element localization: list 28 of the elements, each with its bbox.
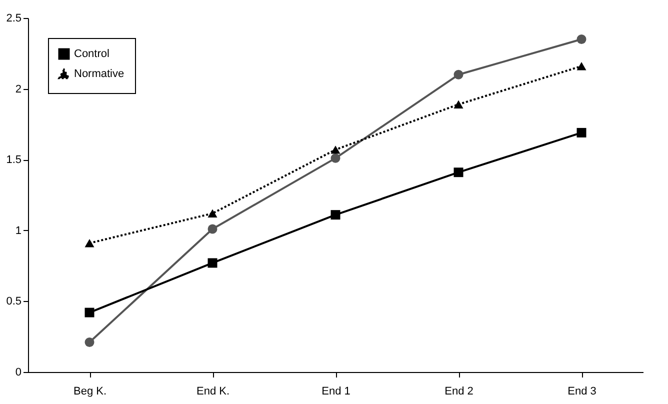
point	[454, 70, 464, 80]
point	[84, 308, 94, 318]
point	[576, 34, 586, 44]
point	[208, 224, 218, 234]
y-tick-label: 1.5	[6, 154, 22, 166]
y-tick-label: 0.5	[6, 296, 22, 308]
point	[330, 153, 340, 163]
point	[330, 146, 340, 154]
x-tick-label: Beg K.	[73, 386, 107, 398]
point	[208, 209, 218, 218]
x-tick-label: End 2	[444, 386, 474, 398]
y-tick-label: 2	[15, 83, 22, 96]
x-tick-label: End K.	[196, 386, 230, 398]
x-tick-label: End 3	[568, 386, 596, 398]
point	[576, 62, 586, 70]
y-tick-label: 1	[15, 224, 22, 237]
x-tick-label: End 1	[322, 386, 350, 398]
point	[454, 100, 464, 108]
y-tick-label: 0	[15, 366, 22, 378]
point	[84, 239, 94, 248]
point	[208, 258, 218, 268]
point	[330, 210, 340, 220]
legend-label: Control	[74, 48, 110, 60]
point	[576, 128, 586, 138]
point	[454, 168, 464, 178]
legend-label: Normative	[74, 68, 124, 80]
point	[84, 338, 94, 347]
y-tick-label: 2.5	[6, 12, 22, 24]
